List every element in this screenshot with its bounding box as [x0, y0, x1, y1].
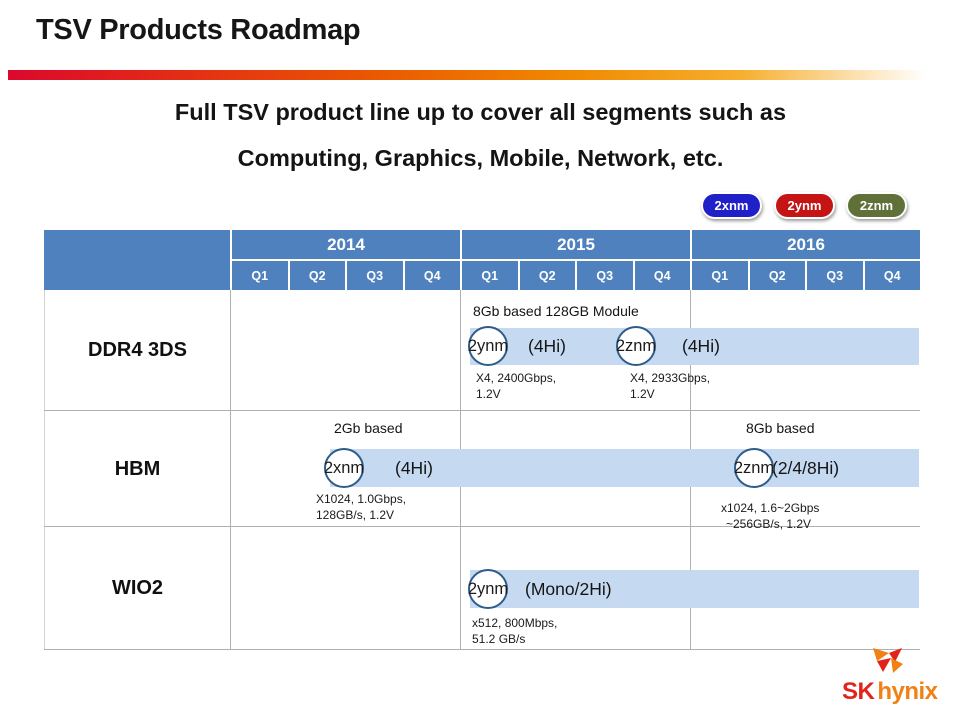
ddr4-node-circle-2znm: 2znm — [616, 326, 656, 366]
spec-line: ~256GB/s, 1.2V — [726, 517, 812, 531]
logo-sk-text: SK — [842, 678, 875, 705]
hbm-spec-2: x1024, 1.6~2Gbps ~256GB/s, 1.2V — [721, 500, 819, 532]
row-label-hbm: HBM — [114, 457, 161, 480]
ddr4-note: 8Gb based 128GB Module — [473, 303, 639, 319]
roadmap-table: 2014 Q1 Q2 Q3 Q4 2015 Q1 Q2 Q3 Q4 2016 — [44, 230, 920, 650]
spec-line: X4, 2400Gbps, — [476, 371, 557, 385]
ddr4-spec-1: X4, 2400Gbps, 1.2V — [476, 370, 556, 402]
wio2-config-1: (Mono/2Hi) — [525, 578, 612, 599]
hbm-config-2: (2/4/8Hi) — [772, 457, 840, 478]
year-header-2016: 2016 — [692, 230, 920, 259]
subtitle-line-2: Computing, Graphics, Mobile, Network, et… — [237, 145, 724, 171]
title-divider — [8, 70, 945, 80]
quarter-cell: Q3 — [347, 261, 403, 290]
year-group-2014: 2014 Q1 Q2 Q3 Q4 — [232, 230, 460, 290]
sk-hynix-logo-text: SK hynix — [842, 678, 938, 706]
ddr4-spec-2: X4, 2933Gbps, 1.2V — [630, 370, 710, 402]
quarter-row-2014: Q1 Q2 Q3 Q4 — [232, 261, 460, 290]
logo-hynix-text: hynix — [877, 678, 938, 705]
quarter-cell: Q1 — [462, 261, 518, 290]
quarter-cell: Q1 — [692, 261, 748, 290]
timeline-body: DDR4 3DS HBM WIO2 8Gb based 128GB Module… — [44, 290, 920, 650]
wio2-spec-1: x512, 800Mbps, 51.2 GB/s — [472, 615, 557, 647]
legend-pill-2znm: 2znm — [846, 192, 907, 219]
ddr4-node-circle-2ynm: 2ynm — [468, 326, 508, 366]
quarter-cell: Q3 — [577, 261, 633, 290]
quarter-cell: Q3 — [807, 261, 863, 290]
legend-pill-2xnm: 2xnm — [701, 192, 762, 219]
grid-line — [230, 290, 231, 650]
timeline-header: 2014 Q1 Q2 Q3 Q4 2015 Q1 Q2 Q3 Q4 2016 — [44, 230, 920, 290]
hbm-node-circle-2xnm: 2xnm — [324, 448, 364, 488]
quarter-cell: Q2 — [289, 261, 345, 290]
wio2-node-circle-2ynm: 2ynm — [468, 569, 508, 609]
spec-line: X4, 2933Gbps, — [630, 371, 711, 385]
year-group-2016: 2016 Q1 Q2 Q3 Q4 — [692, 230, 920, 290]
quarter-cell: Q4 — [634, 261, 690, 290]
legend-pill-2ynm: 2ynm — [774, 192, 835, 219]
ddr4-config-1: (4Hi) — [528, 336, 566, 356]
row-label-ddr4-3ds: DDR4 3DS — [88, 339, 187, 361]
quarter-cell: Q4 — [864, 261, 920, 290]
year-group-2015: 2015 Q1 Q2 Q3 Q4 — [462, 230, 690, 290]
quarter-row-2016: Q1 Q2 Q3 Q4 — [692, 261, 920, 290]
spec-line: x1024, 1.6~2Gbps — [721, 501, 820, 515]
page-title: TSV Products Roadmap — [36, 14, 361, 46]
row-label-wio2: WIO2 — [111, 577, 164, 599]
year-header-2014: 2014 — [232, 230, 460, 259]
quarter-cell: Q2 — [749, 261, 805, 290]
spec-line: X1024, 1.0Gbps, — [316, 492, 407, 506]
ddr4-config-2: (4Hi) — [682, 336, 720, 356]
spec-line: x512, 800Mbps, — [472, 616, 558, 630]
grid-line — [44, 290, 45, 650]
hbm-note-2014: 2Gb based — [334, 420, 403, 436]
spec-line: 1.2V — [630, 387, 655, 401]
spec-line: 51.2 GB/s — [472, 632, 526, 646]
quarter-row-2015: Q1 Q2 Q3 Q4 — [462, 261, 690, 290]
spec-line: 128GB/s, 1.2V — [316, 508, 395, 522]
sk-hynix-logo: SK hynix — [840, 648, 955, 710]
hbm-note-2016: 8Gb based — [746, 420, 815, 436]
quarter-cell: Q1 — [232, 261, 288, 290]
hbm-roadmap-bar — [330, 449, 919, 487]
grid-line — [44, 410, 920, 411]
hbm-spec-1: X1024, 1.0Gbps, 128GB/s, 1.2V — [316, 491, 406, 523]
grid-line — [44, 649, 920, 650]
grid-line — [44, 526, 920, 527]
hbm-node-circle-2znm: 2znm — [734, 448, 774, 488]
wio2-roadmap-bar — [470, 570, 919, 608]
subtitle-line-1: Full TSV product line up to cover all se… — [174, 99, 787, 125]
quarter-cell: Q2 — [519, 261, 575, 290]
sk-hynix-logo-icon — [873, 648, 903, 673]
quarter-cell: Q4 — [404, 261, 460, 290]
year-header-2015: 2015 — [462, 230, 690, 259]
ddr4-roadmap-bar — [470, 328, 919, 365]
header-corner-cell — [44, 230, 230, 290]
spec-line: 1.2V — [476, 387, 501, 401]
hbm-config-1: (4Hi) — [395, 457, 433, 478]
